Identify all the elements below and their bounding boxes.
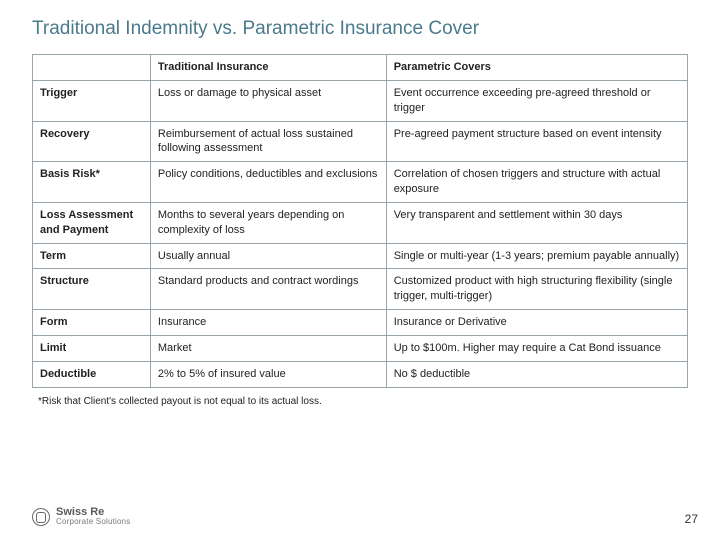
cell-parametric: Up to $100m. Higher may require a Cat Bo… (386, 335, 687, 361)
slide-title: Traditional Indemnity vs. Parametric Ins… (32, 18, 688, 40)
table-row: Deductible 2% to 5% of insured value No … (33, 361, 688, 387)
table-row: Recovery Reimbursement of actual loss su… (33, 121, 688, 162)
cell-parametric: No $ deductible (386, 361, 687, 387)
cell-traditional: Months to several years depending on com… (150, 202, 386, 243)
cell-parametric: Very transparent and settlement within 3… (386, 202, 687, 243)
row-label: Structure (33, 269, 151, 310)
cell-traditional: Insurance (150, 310, 386, 336)
cell-traditional: Standard products and contract wordings (150, 269, 386, 310)
row-label: Limit (33, 335, 151, 361)
cell-traditional: Usually annual (150, 243, 386, 269)
table-row: Structure Standard products and contract… (33, 269, 688, 310)
table-row: Limit Market Up to $100m. Higher may req… (33, 335, 688, 361)
cell-traditional: Policy conditions, deductibles and exclu… (150, 162, 386, 203)
brand-logo: Swiss Re Corporate Solutions (32, 507, 131, 526)
cell-traditional: Market (150, 335, 386, 361)
row-label: Recovery (33, 121, 151, 162)
cell-parametric: Pre-agreed payment structure based on ev… (386, 121, 687, 162)
table-row: Basis Risk* Policy conditions, deductibl… (33, 162, 688, 203)
cell-parametric: Insurance or Derivative (386, 310, 687, 336)
cell-parametric: Customized product with high structuring… (386, 269, 687, 310)
table-header-traditional: Traditional Insurance (150, 55, 386, 81)
table-header-blank (33, 55, 151, 81)
row-label: Trigger (33, 80, 151, 121)
footnote: *Risk that Client's collected payout is … (32, 396, 688, 407)
table-header-row: Traditional Insurance Parametric Covers (33, 55, 688, 81)
table-header-parametric: Parametric Covers (386, 55, 687, 81)
row-label: Basis Risk* (33, 162, 151, 203)
table-row: Loss Assessment and Payment Months to se… (33, 202, 688, 243)
row-label: Form (33, 310, 151, 336)
cell-traditional: Loss or damage to physical asset (150, 80, 386, 121)
table-row: Trigger Loss or damage to physical asset… (33, 80, 688, 121)
cell-parametric: Event occurrence exceeding pre-agreed th… (386, 80, 687, 121)
brand-subline: Corporate Solutions (56, 518, 131, 526)
cell-parametric: Correlation of chosen triggers and struc… (386, 162, 687, 203)
cell-traditional: Reimbursement of actual loss sustained f… (150, 121, 386, 162)
row-label: Deductible (33, 361, 151, 387)
row-label: Term (33, 243, 151, 269)
swissre-logo-icon (32, 508, 50, 526)
page-number: 27 (685, 512, 698, 526)
cell-parametric: Single or multi-year (1-3 years; premium… (386, 243, 687, 269)
row-label: Loss Assessment and Payment (33, 202, 151, 243)
comparison-table: Traditional Insurance Parametric Covers … (32, 54, 688, 388)
cell-traditional: 2% to 5% of insured value (150, 361, 386, 387)
table-row: Term Usually annual Single or multi-year… (33, 243, 688, 269)
brand-logo-text: Swiss Re Corporate Solutions (56, 507, 131, 526)
table-row: Form Insurance Insurance or Derivative (33, 310, 688, 336)
